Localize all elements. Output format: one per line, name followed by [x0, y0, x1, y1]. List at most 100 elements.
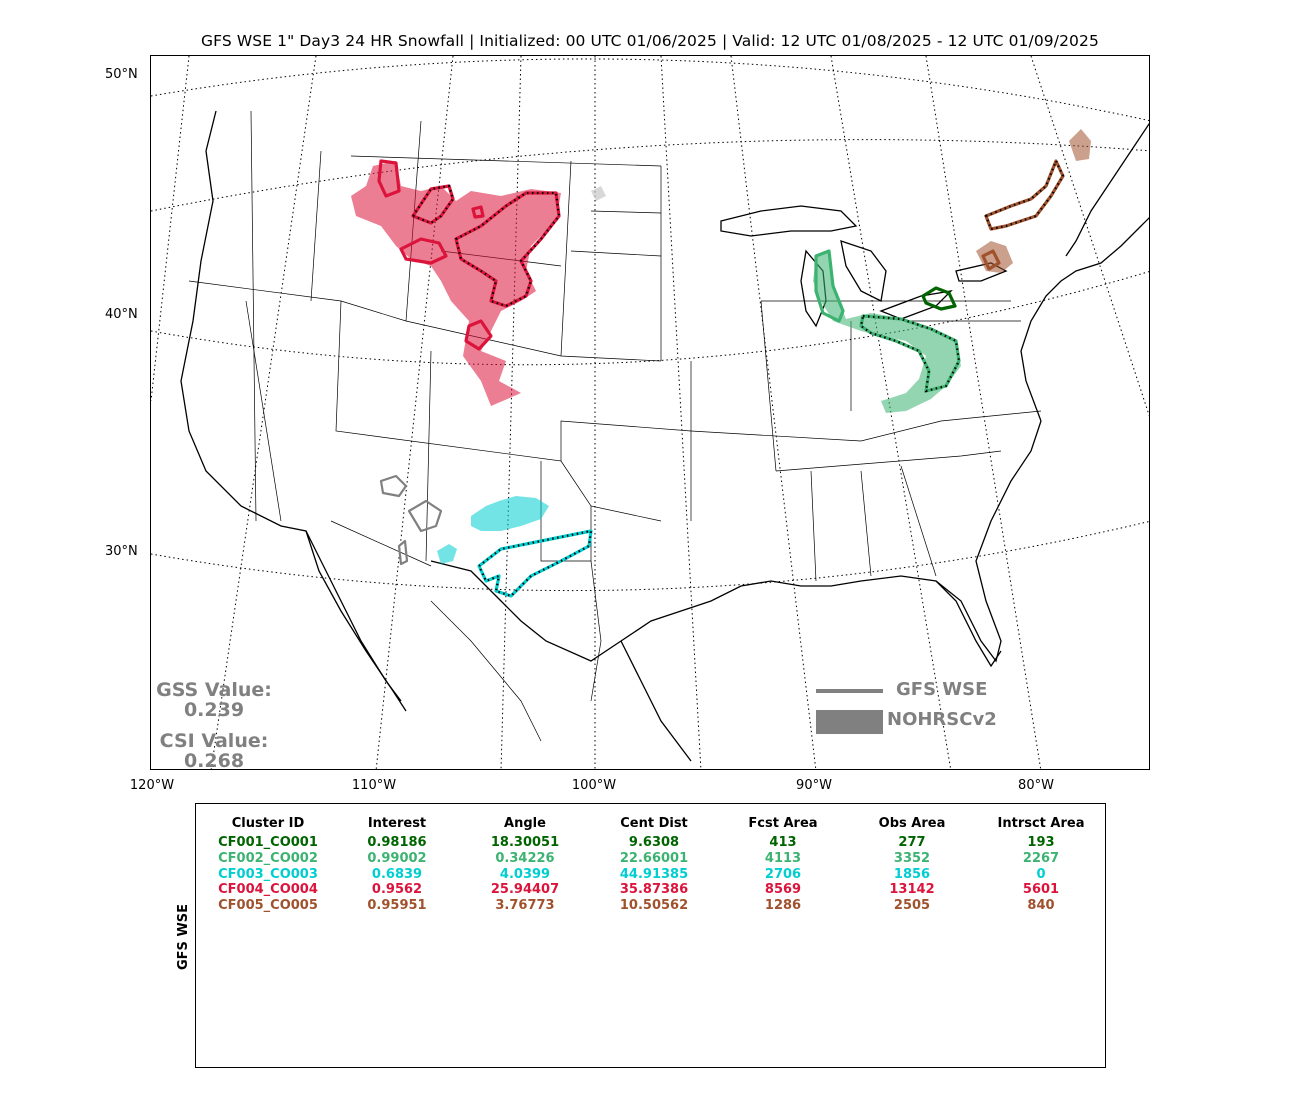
lon-label-80: 80°W [1018, 778, 1054, 793]
florida [935, 580, 1002, 668]
table-cell-cent-dist: 44.91385 [619, 866, 689, 882]
obs-fill-co002 [813, 251, 961, 413]
graticule-lat-40 [151, 271, 1149, 366]
csi-value: 0.268 [183, 750, 245, 772]
table-header-interest: Interest [367, 816, 427, 831]
chart-title: GFS WSE 1" Day3 24 HR Snowfall | Initial… [201, 32, 1099, 50]
lon-label-100: 100°W [571, 778, 617, 793]
obs-fill-co005-b [1069, 129, 1091, 161]
table-cell-cent-dist: 9.6308 [628, 835, 680, 850]
graticule-lat-30 [151, 520, 1149, 592]
fcst-outline-cf003 [477, 529, 593, 598]
fcst-outline-cf005 [984, 159, 1065, 231]
table-cell-fcst-area: 4113 [764, 850, 802, 866]
great-lakes-huron [840, 240, 887, 302]
gss-label: GSS Value: [156, 679, 272, 701]
legend-fill-label: NOHRSCv2 [887, 709, 997, 730]
table-cell-interest: 0.99002 [367, 850, 427, 866]
table-cell-angle: 4.0399 [499, 866, 551, 882]
legend-line-label: GFS WSE [896, 679, 988, 700]
obs-fill-unmatched [591, 186, 606, 201]
table-header-fcst-area: Fcst Area [748, 816, 818, 831]
forecast-dot-cores [411, 158, 1065, 598]
table-header-angle: Angle [504, 816, 546, 831]
graticule-lon-85 [830, 56, 952, 769]
mexico-east-coast [620, 640, 692, 762]
forecast-outlines [377, 159, 1065, 598]
graticule-lon-120 [151, 56, 190, 402]
northeast-coast [1065, 122, 1149, 257]
table-cell-intrsct-area: 193 [1027, 835, 1055, 850]
legend-fill-swatch [816, 710, 883, 734]
map-panel [150, 55, 1150, 770]
obs-fill-co003 [471, 496, 549, 531]
table-cell-intrsct-area: 5601 [1022, 882, 1060, 898]
table-cell-cluster-id: CF003_CO003 [218, 866, 318, 882]
graticule-lon-115 [210, 56, 317, 769]
lat-label-40: 40°N [105, 307, 138, 322]
table-cell-obs-area: 3352 [893, 850, 931, 866]
stats-table-box [195, 803, 1106, 1068]
csi-label: CSI Value: [159, 730, 269, 752]
table-cell-angle: 3.76773 [495, 898, 555, 914]
table-cell-cent-dist: 35.87386 [619, 882, 689, 898]
fcst-outline-unmatched [379, 474, 443, 566]
table-cell-intrsct-area: 2267 [1022, 850, 1060, 866]
lon-label-120: 120°W [129, 778, 175, 793]
table-cell-fcst-area: 2706 [764, 866, 802, 882]
table-cell-fcst-area: 8569 [764, 882, 802, 898]
graticule-lon-105 [500, 56, 522, 769]
table-cell-interest: 0.98186 [367, 835, 427, 850]
gulf-coast [430, 420, 1042, 663]
table-cell-fcst-area: 1286 [764, 898, 802, 914]
table-cell-obs-area: 2505 [893, 898, 931, 914]
lon-label-110: 110°W [351, 778, 397, 793]
table-cell-angle: 18.30051 [490, 835, 560, 850]
lat-label-30: 30°N [105, 544, 138, 559]
lon-label-90: 90°W [796, 778, 832, 793]
table-header-obs-area: Obs Area [878, 816, 946, 831]
fcst-outline-cf004 [377, 159, 561, 351]
west-coast [180, 110, 402, 702]
graticule-lon-80 [925, 56, 1042, 769]
gss-value: 0.239 [183, 699, 245, 721]
table-cell-intrsct-area: 0 [1036, 866, 1046, 882]
table-cell-interest: 0.95951 [367, 898, 427, 914]
obs-fill-co003-b [437, 544, 457, 564]
obs-fill-co004 [351, 161, 561, 406]
graticule-lon-90 [730, 56, 817, 769]
table-cell-obs-area: 277 [898, 835, 926, 850]
graticule-lon-75 [1030, 56, 1149, 417]
table-cell-fcst-area: 413 [769, 835, 797, 850]
map-canvas [151, 56, 1149, 769]
graticule-lon-95 [660, 56, 702, 769]
table-cell-cent-dist: 10.50562 [619, 898, 689, 914]
table-cell-angle: 25.94407 [490, 882, 560, 898]
baja-peninsula [305, 530, 407, 712]
table-cell-interest: 0.9562 [371, 882, 423, 898]
graticule-lat-45 [151, 139, 1149, 212]
table-header-cluster-id: Cluster ID [231, 816, 305, 831]
fcst-outline-cf001 [921, 286, 957, 311]
table-cell-cluster-id: CF001_CO001 [218, 835, 318, 850]
table-cell-intrsct-area: 840 [1027, 898, 1055, 914]
graticule-lon-110 [375, 56, 454, 769]
table-cell-interest: 0.6839 [371, 866, 423, 882]
fcst-outline-cf002 [814, 249, 845, 323]
east-coast [1020, 217, 1149, 422]
table-cell-cluster-id: CF005_CO005 [218, 898, 318, 914]
great-lakes-superior [720, 205, 858, 237]
table-header-intrsct-area: Intrsct Area [997, 816, 1085, 831]
table-cell-cluster-id: CF004_CO004 [218, 882, 318, 898]
table-cell-cluster-id: CF002_CO002 [218, 850, 318, 866]
graticule [151, 56, 1149, 769]
table-cell-obs-area: 13142 [889, 882, 935, 898]
table-cell-obs-area: 1856 [893, 866, 931, 882]
table-header-cent-dist: Cent Dist [620, 816, 688, 831]
table-cell-cent-dist: 22.66001 [619, 850, 689, 866]
table-side-label: GFS WSE [176, 903, 191, 970]
great-lakes-erie [879, 290, 953, 320]
table-cell-angle: 0.34226 [495, 850, 555, 866]
state-borders [188, 110, 1042, 742]
fcst-outline-cf005-b [981, 249, 1001, 271]
